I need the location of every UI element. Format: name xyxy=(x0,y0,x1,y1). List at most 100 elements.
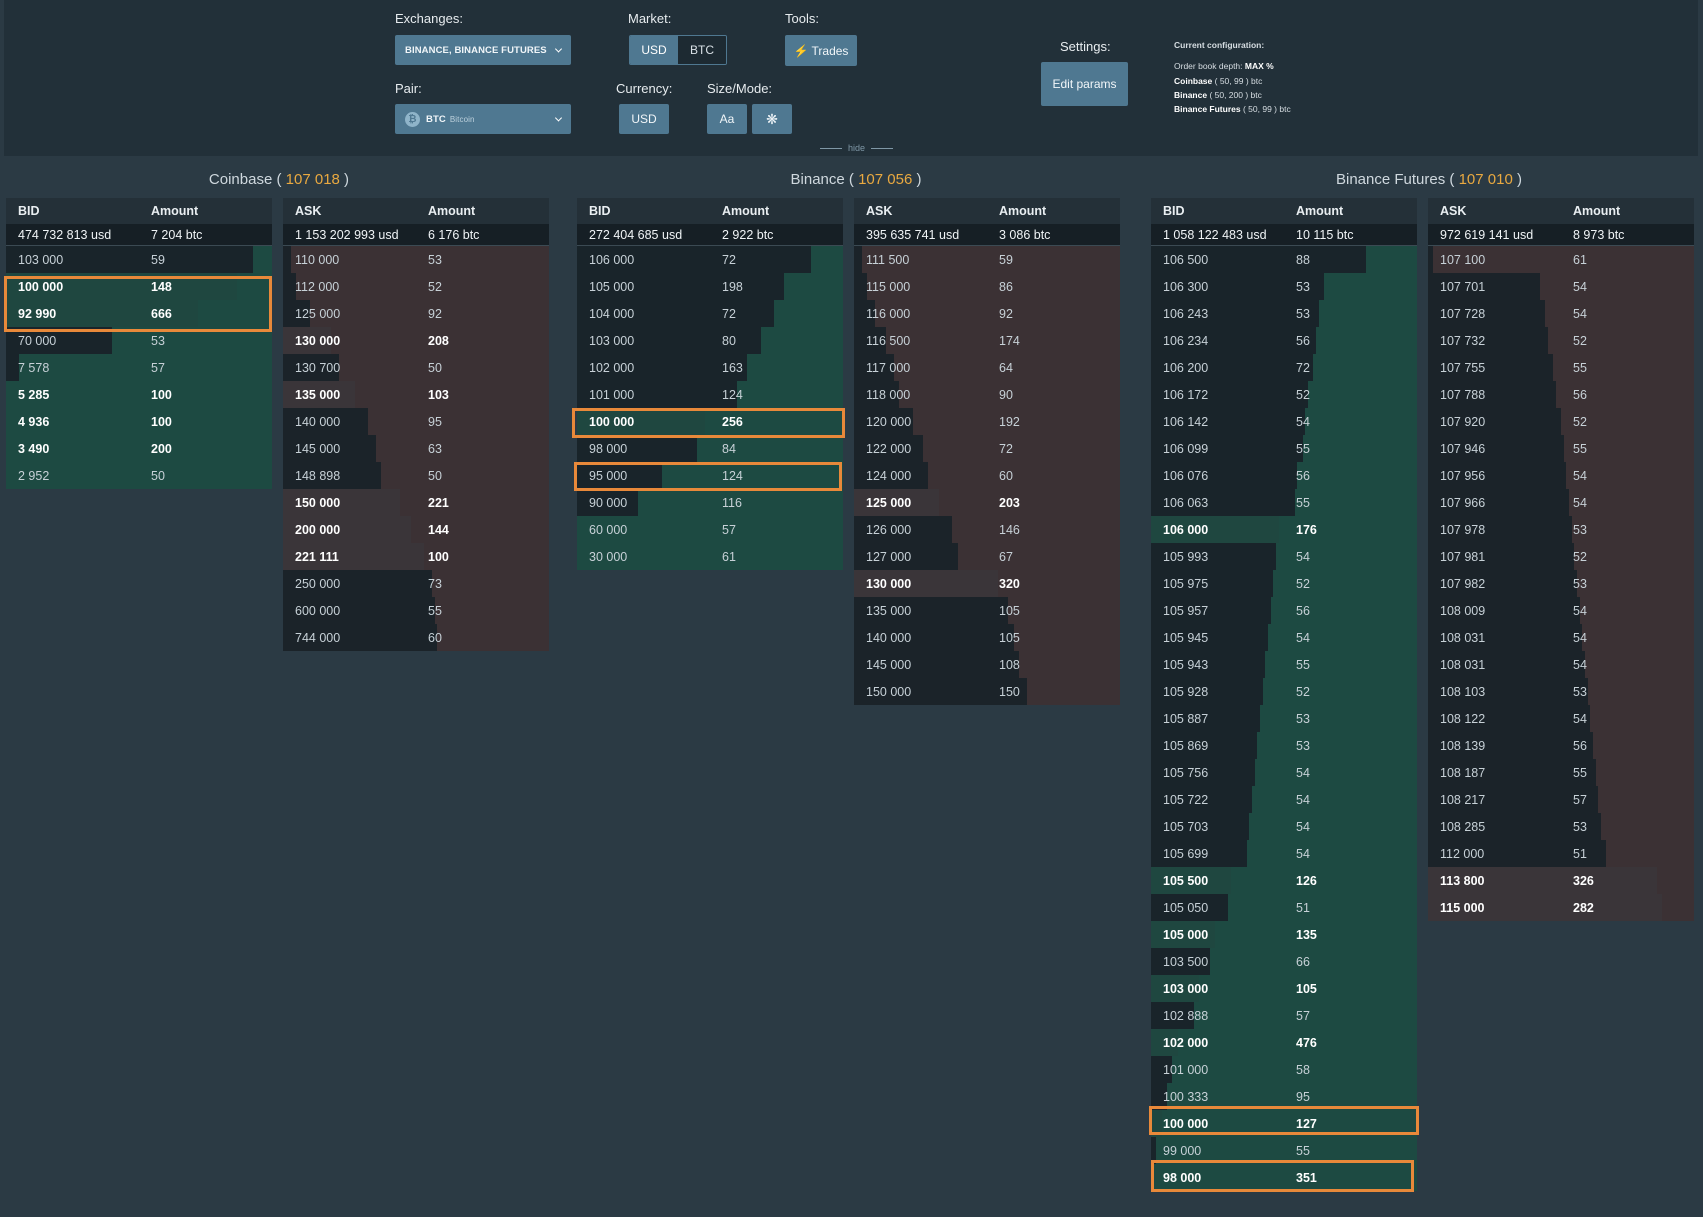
order-row[interactable]: 112 000 52 xyxy=(283,273,549,300)
order-row[interactable]: 5 285 100 xyxy=(6,381,272,408)
order-row[interactable]: 106 200 72 xyxy=(1151,354,1417,381)
edit-params-button[interactable]: Edit params xyxy=(1041,62,1128,106)
order-row[interactable]: 102 000 163 xyxy=(577,354,843,381)
order-row[interactable]: 70 000 53 xyxy=(6,327,272,354)
order-row[interactable]: 115 000 86 xyxy=(854,273,1120,300)
order-row[interactable]: 103 000 80 xyxy=(577,327,843,354)
order-row[interactable]: 106 172 52 xyxy=(1151,381,1417,408)
pair-select[interactable]: ₿ BTC Bitcoin xyxy=(395,104,571,134)
order-row[interactable]: 103 500 66 xyxy=(1151,948,1417,975)
order-row[interactable]: 122 000 72 xyxy=(854,435,1120,462)
order-row[interactable]: 140 000 105 xyxy=(854,624,1120,651)
order-row[interactable]: 107 100 61 xyxy=(1428,246,1694,273)
order-row[interactable]: 106 234 56 xyxy=(1151,327,1417,354)
font-size-button[interactable]: Aa xyxy=(707,104,747,134)
market-btc-option[interactable]: BTC xyxy=(678,36,726,64)
order-row[interactable]: 105 869 53 xyxy=(1151,732,1417,759)
order-row[interactable]: 107 966 54 xyxy=(1428,489,1694,516)
order-row[interactable]: 105 000 198 xyxy=(577,273,843,300)
order-row[interactable]: 100 000 256 xyxy=(577,408,843,435)
order-row[interactable]: 105 500 126 xyxy=(1151,867,1417,894)
order-row[interactable]: 101 000 58 xyxy=(1151,1056,1417,1083)
order-row[interactable]: 100 000 127 xyxy=(1151,1110,1417,1137)
order-row[interactable]: 116 000 92 xyxy=(854,300,1120,327)
order-row[interactable]: 102 000 476 xyxy=(1151,1029,1417,1056)
order-row[interactable]: 105 945 54 xyxy=(1151,624,1417,651)
order-row[interactable]: 111 500 59 xyxy=(854,246,1120,273)
order-row[interactable]: 106 300 53 xyxy=(1151,273,1417,300)
order-row[interactable]: 105 703 54 xyxy=(1151,813,1417,840)
order-row[interactable]: 108 217 57 xyxy=(1428,786,1694,813)
exchanges-select[interactable]: BINANCE, BINANCE FUTURES xyxy=(395,35,571,65)
order-row[interactable]: 98 000 351 xyxy=(1151,1164,1417,1191)
order-row[interactable]: 105 699 54 xyxy=(1151,840,1417,867)
order-row[interactable]: 120 000 192 xyxy=(854,408,1120,435)
order-row[interactable]: 127 000 67 xyxy=(854,543,1120,570)
market-usd-option[interactable]: USD xyxy=(630,36,678,64)
order-row[interactable]: 106 142 54 xyxy=(1151,408,1417,435)
order-row[interactable]: 250 000 73 xyxy=(283,570,549,597)
order-row[interactable]: 107 920 52 xyxy=(1428,408,1694,435)
order-row[interactable]: 107 978 53 xyxy=(1428,516,1694,543)
order-row[interactable]: 105 887 53 xyxy=(1151,705,1417,732)
order-row[interactable]: 60 000 57 xyxy=(577,516,843,543)
order-row[interactable]: 130 700 50 xyxy=(283,354,549,381)
currency-button[interactable]: USD xyxy=(619,104,669,134)
order-row[interactable]: 100 000 148 xyxy=(6,273,272,300)
order-row[interactable]: 112 000 51 xyxy=(1428,840,1694,867)
order-row[interactable]: 105 756 54 xyxy=(1151,759,1417,786)
order-row[interactable]: 105 957 56 xyxy=(1151,597,1417,624)
order-row[interactable]: 150 000 150 xyxy=(854,678,1120,705)
order-row[interactable]: 125 000 203 xyxy=(854,489,1120,516)
order-row[interactable]: 107 732 52 xyxy=(1428,327,1694,354)
order-row[interactable]: 130 000 320 xyxy=(854,570,1120,597)
order-row[interactable]: 113 800 326 xyxy=(1428,867,1694,894)
order-row[interactable]: 102 888 57 xyxy=(1151,1002,1417,1029)
order-row[interactable]: 125 000 92 xyxy=(283,300,549,327)
order-row[interactable]: 600 000 55 xyxy=(283,597,549,624)
order-row[interactable]: 99 000 55 xyxy=(1151,1137,1417,1164)
order-row[interactable]: 105 943 55 xyxy=(1151,651,1417,678)
order-row[interactable]: 145 000 108 xyxy=(854,651,1120,678)
order-row[interactable]: 105 975 52 xyxy=(1151,570,1417,597)
order-row[interactable]: 148 898 50 xyxy=(283,462,549,489)
order-row[interactable]: 130 000 208 xyxy=(283,327,549,354)
order-row[interactable]: 106 000 72 xyxy=(577,246,843,273)
order-row[interactable]: 107 946 55 xyxy=(1428,435,1694,462)
order-row[interactable]: 107 956 54 xyxy=(1428,462,1694,489)
order-row[interactable]: 200 000 144 xyxy=(283,516,549,543)
order-row[interactable]: 115 000 282 xyxy=(1428,894,1694,921)
order-row[interactable]: 106 063 55 xyxy=(1151,489,1417,516)
order-row[interactable]: 108 187 55 xyxy=(1428,759,1694,786)
order-row[interactable]: 107 755 55 xyxy=(1428,354,1694,381)
order-row[interactable]: 106 000 176 xyxy=(1151,516,1417,543)
order-row[interactable]: 104 000 72 xyxy=(577,300,843,327)
order-row[interactable]: 107 981 52 xyxy=(1428,543,1694,570)
order-row[interactable]: 3 490 200 xyxy=(6,435,272,462)
order-row[interactable]: 108 285 53 xyxy=(1428,813,1694,840)
order-row[interactable]: 107 701 54 xyxy=(1428,273,1694,300)
order-row[interactable]: 105 928 52 xyxy=(1151,678,1417,705)
order-row[interactable]: 106 243 53 xyxy=(1151,300,1417,327)
order-row[interactable]: 221 111 100 xyxy=(283,543,549,570)
order-row[interactable]: 124 000 60 xyxy=(854,462,1120,489)
order-row[interactable]: 95 000 124 xyxy=(577,462,843,489)
order-row[interactable]: 150 000 221 xyxy=(283,489,549,516)
order-row[interactable]: 140 000 95 xyxy=(283,408,549,435)
order-row[interactable]: 108 031 54 xyxy=(1428,651,1694,678)
trades-button[interactable]: ⚡ Trades xyxy=(785,35,857,66)
order-row[interactable]: 108 103 53 xyxy=(1428,678,1694,705)
order-row[interactable]: 107 728 54 xyxy=(1428,300,1694,327)
order-row[interactable]: 2 952 50 xyxy=(6,462,272,489)
order-row[interactable]: 135 000 103 xyxy=(283,381,549,408)
order-row[interactable]: 744 000 60 xyxy=(283,624,549,651)
order-row[interactable]: 105 050 51 xyxy=(1151,894,1417,921)
order-row[interactable]: 105 722 54 xyxy=(1151,786,1417,813)
order-row[interactable]: 103 000 105 xyxy=(1151,975,1417,1002)
order-row[interactable]: 106 099 55 xyxy=(1151,435,1417,462)
order-row[interactable]: 30 000 61 xyxy=(577,543,843,570)
order-row[interactable]: 135 000 105 xyxy=(854,597,1120,624)
order-row[interactable]: 126 000 146 xyxy=(854,516,1120,543)
order-row[interactable]: 90 000 116 xyxy=(577,489,843,516)
order-row[interactable]: 108 031 54 xyxy=(1428,624,1694,651)
